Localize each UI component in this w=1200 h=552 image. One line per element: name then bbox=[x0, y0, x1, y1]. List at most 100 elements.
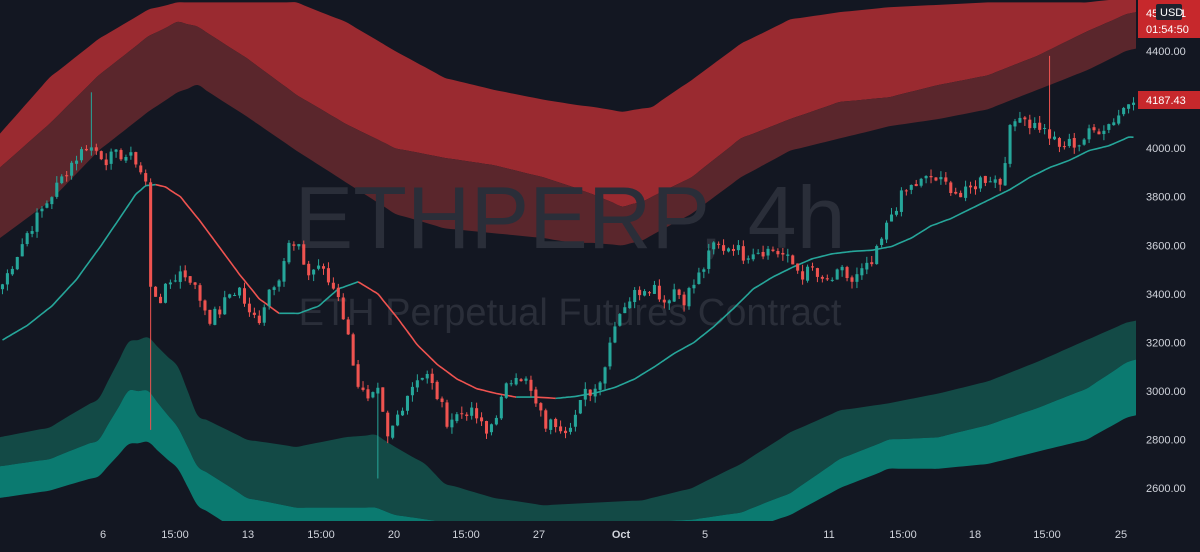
candle-body bbox=[894, 210, 898, 215]
candle-body bbox=[588, 389, 592, 396]
candle-body bbox=[559, 426, 563, 432]
candle-body bbox=[25, 233, 29, 245]
candle bbox=[1062, 141, 1066, 150]
candle bbox=[252, 307, 256, 319]
candle-body bbox=[65, 175, 69, 177]
candle-body bbox=[341, 297, 345, 320]
candle-body bbox=[662, 299, 666, 303]
candle bbox=[885, 220, 889, 244]
candle bbox=[396, 410, 400, 427]
candle-body bbox=[978, 177, 982, 189]
candle bbox=[208, 309, 212, 326]
candle-body bbox=[761, 251, 765, 257]
candle bbox=[806, 264, 810, 283]
candle-body bbox=[781, 252, 785, 255]
candle bbox=[489, 423, 493, 436]
price-tick-label: 3400.00 bbox=[1146, 289, 1186, 301]
last-price-label: 4187.43 bbox=[1146, 95, 1186, 107]
candle bbox=[20, 238, 24, 257]
candle bbox=[682, 291, 686, 312]
candle bbox=[460, 406, 464, 419]
candle-body bbox=[326, 268, 330, 283]
candle bbox=[559, 420, 563, 434]
price-tick-label: 2600.00 bbox=[1146, 483, 1186, 495]
time-tick-label: 13 bbox=[242, 529, 254, 541]
candle-body bbox=[573, 414, 577, 427]
candle bbox=[1112, 118, 1116, 126]
time-tick-label: 15:00 bbox=[452, 529, 480, 541]
watermark-subtitle: ETH Perpetual Futures Contract bbox=[299, 292, 842, 334]
candle bbox=[430, 368, 434, 390]
candle-body bbox=[30, 231, 34, 234]
candle bbox=[509, 379, 513, 387]
candle bbox=[835, 268, 839, 280]
candle bbox=[238, 286, 242, 299]
candle-body bbox=[183, 270, 187, 278]
candle-body bbox=[119, 150, 123, 160]
candle-body bbox=[149, 182, 153, 287]
candle-body bbox=[247, 303, 251, 313]
candle bbox=[820, 275, 824, 283]
candle-body bbox=[223, 297, 227, 315]
candle-body bbox=[188, 276, 192, 283]
candle bbox=[84, 145, 88, 152]
candle-body bbox=[791, 255, 795, 265]
candle bbox=[870, 255, 874, 267]
candle bbox=[638, 286, 642, 301]
candle bbox=[726, 247, 731, 253]
candle bbox=[99, 150, 103, 161]
time-axis[interactable]: 6 15:00 13 15:00 20 15:00 27 Oct 5 11 15:00 18 15:00… bbox=[0, 521, 1200, 547]
candle bbox=[45, 200, 49, 209]
candle-body bbox=[578, 399, 582, 414]
candle-body bbox=[1097, 131, 1101, 135]
candle bbox=[939, 171, 943, 185]
candle bbox=[193, 281, 197, 290]
candle-body bbox=[998, 178, 1002, 185]
candle bbox=[470, 402, 474, 420]
candle-body bbox=[825, 278, 829, 280]
currency-label-bg[interactable] bbox=[1156, 4, 1182, 20]
price-axis[interactable]: 4600.004400.004200.004000.003800.003600.… bbox=[1138, 0, 1200, 521]
candle-body bbox=[954, 191, 958, 194]
candle bbox=[267, 288, 271, 310]
currency-label[interactable]: USD bbox=[1160, 7, 1183, 19]
candle-body bbox=[465, 414, 469, 416]
candle-body bbox=[820, 276, 824, 279]
candle bbox=[287, 240, 291, 265]
candle bbox=[504, 382, 508, 399]
candle-body bbox=[114, 149, 118, 152]
candle bbox=[277, 279, 281, 292]
candle-body bbox=[657, 285, 661, 300]
candle-body bbox=[766, 248, 770, 256]
candle-body bbox=[643, 291, 647, 296]
candle-body bbox=[1052, 136, 1057, 140]
candle bbox=[1082, 138, 1086, 146]
candle bbox=[781, 247, 785, 261]
candle-body bbox=[75, 160, 79, 164]
candle bbox=[702, 267, 706, 279]
candle bbox=[875, 244, 879, 265]
time-axis-background bbox=[0, 521, 1200, 547]
candle bbox=[60, 174, 64, 185]
candle bbox=[810, 262, 815, 271]
candle bbox=[15, 256, 19, 271]
candle bbox=[1043, 124, 1047, 135]
candle bbox=[919, 177, 923, 188]
bands-layer bbox=[0, 0, 1136, 542]
candle-body bbox=[623, 307, 627, 314]
candle-body bbox=[568, 427, 572, 432]
candle bbox=[361, 381, 365, 392]
candle-body bbox=[233, 294, 237, 296]
candle bbox=[1008, 123, 1012, 168]
candle bbox=[178, 265, 182, 289]
candle bbox=[292, 241, 296, 251]
candle-body bbox=[731, 249, 735, 251]
candle-body bbox=[806, 266, 810, 281]
candle bbox=[5, 269, 9, 291]
last-price-badge-bg bbox=[1138, 91, 1200, 109]
candle-body bbox=[163, 283, 167, 303]
candle bbox=[415, 374, 419, 392]
candle bbox=[381, 387, 385, 412]
